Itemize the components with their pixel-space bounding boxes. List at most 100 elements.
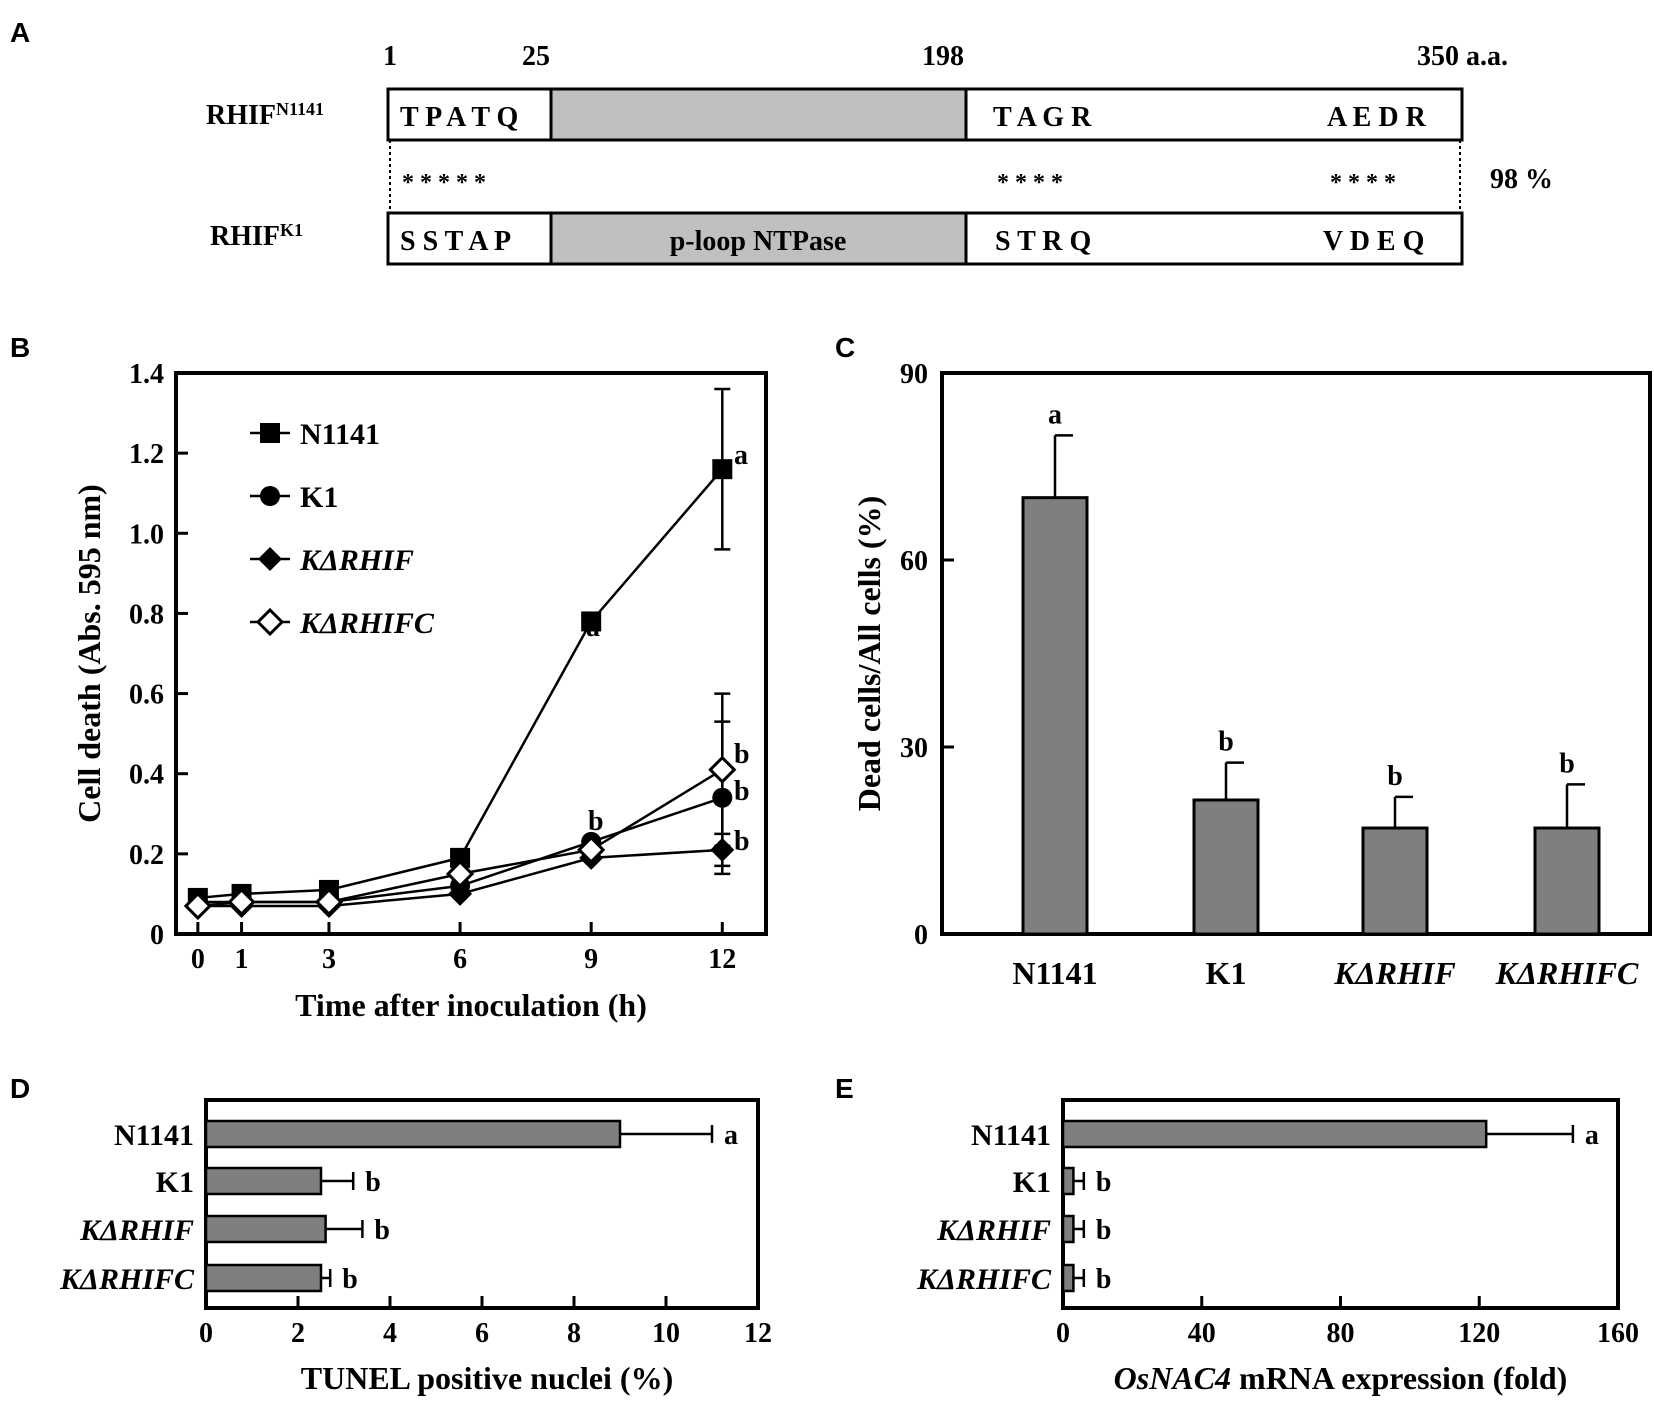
bar-chart-dead-cells: 0 30 60 90 Dead cells/All cells (%) a N1141 b K1… — [851, 359, 1652, 991]
series-4: KΔRHIFC — [183, 607, 737, 921]
significance-letter: b — [1387, 761, 1403, 792]
y-tick-label: 1.0 — [129, 519, 164, 550]
legend-marker — [260, 486, 280, 506]
x-tick-label: 80 — [1327, 1318, 1355, 1349]
bar — [1192, 798, 1260, 936]
x-axis-label: TUNEL positive nuclei (%) — [301, 1360, 673, 1396]
significance-letter: b — [1096, 1167, 1112, 1198]
y-tick-label: 0 — [150, 920, 164, 951]
data-point — [577, 835, 606, 864]
y-axis-label: Dead cells/All cells (%) — [851, 496, 887, 811]
position-25: 25 — [522, 41, 550, 72]
bar — [204, 1166, 323, 1196]
significance-letter: a — [724, 1120, 738, 1151]
series-2: K1 — [187, 481, 733, 912]
y-tick-label: 0.6 — [129, 680, 164, 711]
bar — [204, 1119, 622, 1149]
significance-letter: b — [342, 1264, 358, 1295]
x-tick-label: 9 — [584, 944, 598, 975]
x-tick-label: 160 — [1597, 1318, 1639, 1349]
bar — [204, 1214, 327, 1244]
significance-letter: a — [1585, 1120, 1599, 1151]
data-point — [712, 459, 733, 480]
strain1-left-residues: T P A T Q — [400, 102, 518, 133]
category-label: N1141 — [1012, 955, 1097, 991]
bar — [1361, 826, 1429, 936]
x-axis-label: Time after inoculation (h) — [295, 987, 647, 1023]
x-tick-label: 12 — [744, 1318, 772, 1349]
position-350: 350 a.a. — [1417, 41, 1508, 72]
series-1: N1141 — [187, 387, 733, 908]
panel-label-c: C — [835, 332, 855, 363]
y-tick-label: 1.4 — [129, 359, 164, 390]
data-point — [710, 837, 735, 862]
strain2-right-residues: V D E Q — [1323, 226, 1424, 257]
data-point — [314, 887, 344, 917]
significance-letter: b — [588, 806, 604, 837]
data-point — [445, 859, 475, 889]
panel-label-d: D — [10, 1073, 30, 1104]
x-tick-label: 120 — [1458, 1318, 1500, 1349]
category-label: KΔRHIFC — [1495, 955, 1639, 991]
x-tick-label: 6 — [475, 1318, 489, 1349]
bar-chart-tunel: 0 2 4 6 8 10 12 a N1141 b K1 b KΔRHIF b KΔRHIFC TUNEL p… — [59, 1098, 772, 1396]
category-label: K1 — [1206, 955, 1247, 991]
x-tick-label: 40 — [1188, 1318, 1216, 1349]
legend-label: K1 — [300, 481, 338, 514]
y-tick-label: 0.4 — [129, 760, 164, 791]
bar — [1061, 1119, 1488, 1149]
x-tick-label: 3 — [322, 944, 336, 975]
data-point — [450, 847, 471, 868]
significance-letter: b — [734, 826, 750, 857]
identity-stars-mid: * * * * — [997, 170, 1063, 196]
significance-letter: b — [734, 776, 750, 807]
data-point — [581, 611, 602, 632]
x-tick-label: 4 — [383, 1318, 397, 1349]
x-axis-label: OsNAC4 mRNA expression (fold) — [1114, 1360, 1568, 1396]
y-tick-label: 0.2 — [129, 840, 164, 871]
bar-chart-osnac4: 0 40 80 120 160 a N1141 b K1 b KΔRHIF b KΔRHIFC OsNAC… — [916, 1098, 1639, 1396]
strain1-mid-residues: T A G R — [993, 102, 1092, 133]
strain2-domain-box — [549, 211, 968, 266]
domain-diagram: 1 25 198 350 a.a. RHIFN1141 T P A T Q T … — [206, 41, 1553, 266]
strain1-right-residues: A E D R — [1327, 102, 1427, 133]
x-tick-label: 1 — [235, 944, 249, 975]
position-1: 1 — [383, 41, 397, 72]
x-tick-label: 12 — [708, 944, 736, 975]
y-axis-label: Cell death (Abs. 595 nm) — [71, 484, 107, 823]
identity-stars-right: * * * * — [1330, 170, 1396, 196]
legend-marker — [255, 607, 285, 637]
significance-letter: a — [586, 612, 600, 643]
domain-name-label: p-loop NTPase — [670, 226, 847, 257]
significance-letter: b — [1218, 727, 1234, 758]
legend-marker — [260, 423, 280, 443]
identity-percent: 98 % — [1490, 164, 1553, 195]
category-label: KΔRHIFC — [59, 1263, 195, 1296]
significance-letter: a — [734, 440, 748, 471]
strain1-label: RHIFN1141 — [206, 99, 324, 131]
legend-marker — [258, 547, 282, 571]
category-label: N1141 — [971, 1119, 1051, 1152]
data-point — [227, 887, 256, 917]
legend-label: KΔRHIF — [299, 544, 414, 577]
significance-letter: b — [1096, 1215, 1112, 1246]
panel-label-a: A — [10, 17, 30, 48]
y-tick-label: 1.2 — [129, 439, 164, 470]
panel-label-b: B — [10, 332, 30, 363]
y-tick-label: 0.8 — [129, 599, 164, 630]
x-tick-label: 0 — [1056, 1318, 1070, 1349]
position-198: 198 — [922, 41, 964, 72]
x-tick-label: 2 — [291, 1318, 305, 1349]
y-tick-label: 0 — [914, 920, 928, 951]
y-tick-label: 30 — [900, 733, 928, 764]
legend-label: KΔRHIFC — [299, 607, 435, 640]
legend-label: N1141 — [300, 418, 380, 451]
x-axis-label-gene: OsNAC4 — [1114, 1360, 1231, 1396]
significance-letter: a — [1048, 399, 1062, 430]
strain2-left-residues: S S T A P — [400, 226, 511, 257]
category-label: N1141 — [114, 1119, 194, 1152]
category-label: K1 — [156, 1166, 194, 1199]
x-tick-label: 0 — [199, 1318, 213, 1349]
